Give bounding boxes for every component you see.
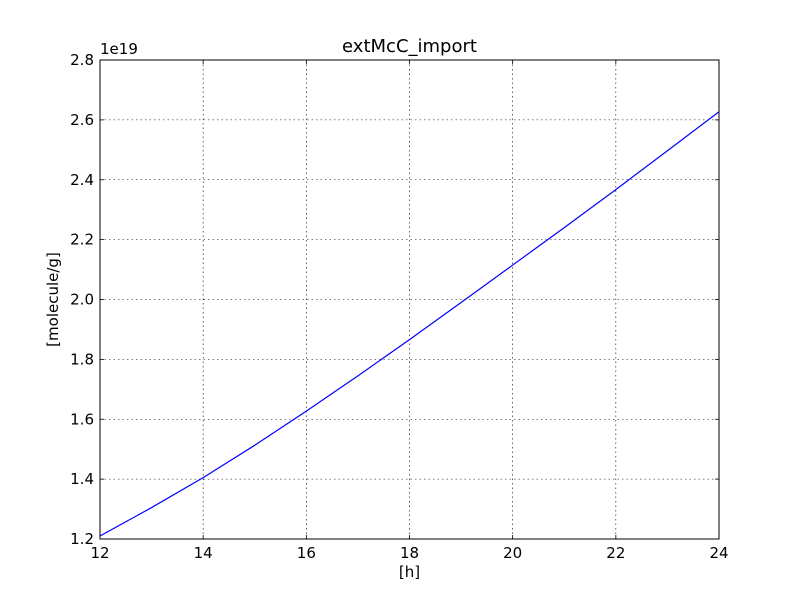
x-tick-label: 18 xyxy=(400,544,419,562)
series-layer xyxy=(99,111,720,537)
series-line-0 xyxy=(99,111,720,537)
x-tick-label: 16 xyxy=(297,544,316,562)
y-offset-label: 1e19 xyxy=(100,40,138,58)
y-tick-label: 1.6 xyxy=(70,410,94,428)
grid xyxy=(100,60,719,539)
y-tick-label: 2.6 xyxy=(70,111,94,129)
y-tick-label: 2.2 xyxy=(70,231,94,249)
tick-labels: 12 14 16 18 20 22 24 1.2 1.4 1.6 1.8 2.0 2.2 2.4 2.6 2.… xyxy=(70,51,728,562)
ticks xyxy=(99,59,720,540)
y-tick-label: 2.8 xyxy=(70,51,94,69)
x-tick-label: 24 xyxy=(709,544,728,562)
x-tick-label: 22 xyxy=(606,544,625,562)
y-axis-label: [molecule/g] xyxy=(44,252,62,347)
chart-title: extMcC_import xyxy=(342,36,477,57)
x-tick-label: 14 xyxy=(194,544,213,562)
x-axis-label: [h] xyxy=(399,563,420,581)
y-tick-label: 1.8 xyxy=(70,350,94,368)
y-tick-label: 2.4 xyxy=(70,171,94,189)
x-tick-label: 20 xyxy=(503,544,522,562)
y-tick-label: 2.0 xyxy=(70,291,94,309)
y-tick-label: 1.2 xyxy=(70,530,94,548)
x-tick-label: 12 xyxy=(90,544,109,562)
y-tick-label: 1.4 xyxy=(70,470,94,488)
